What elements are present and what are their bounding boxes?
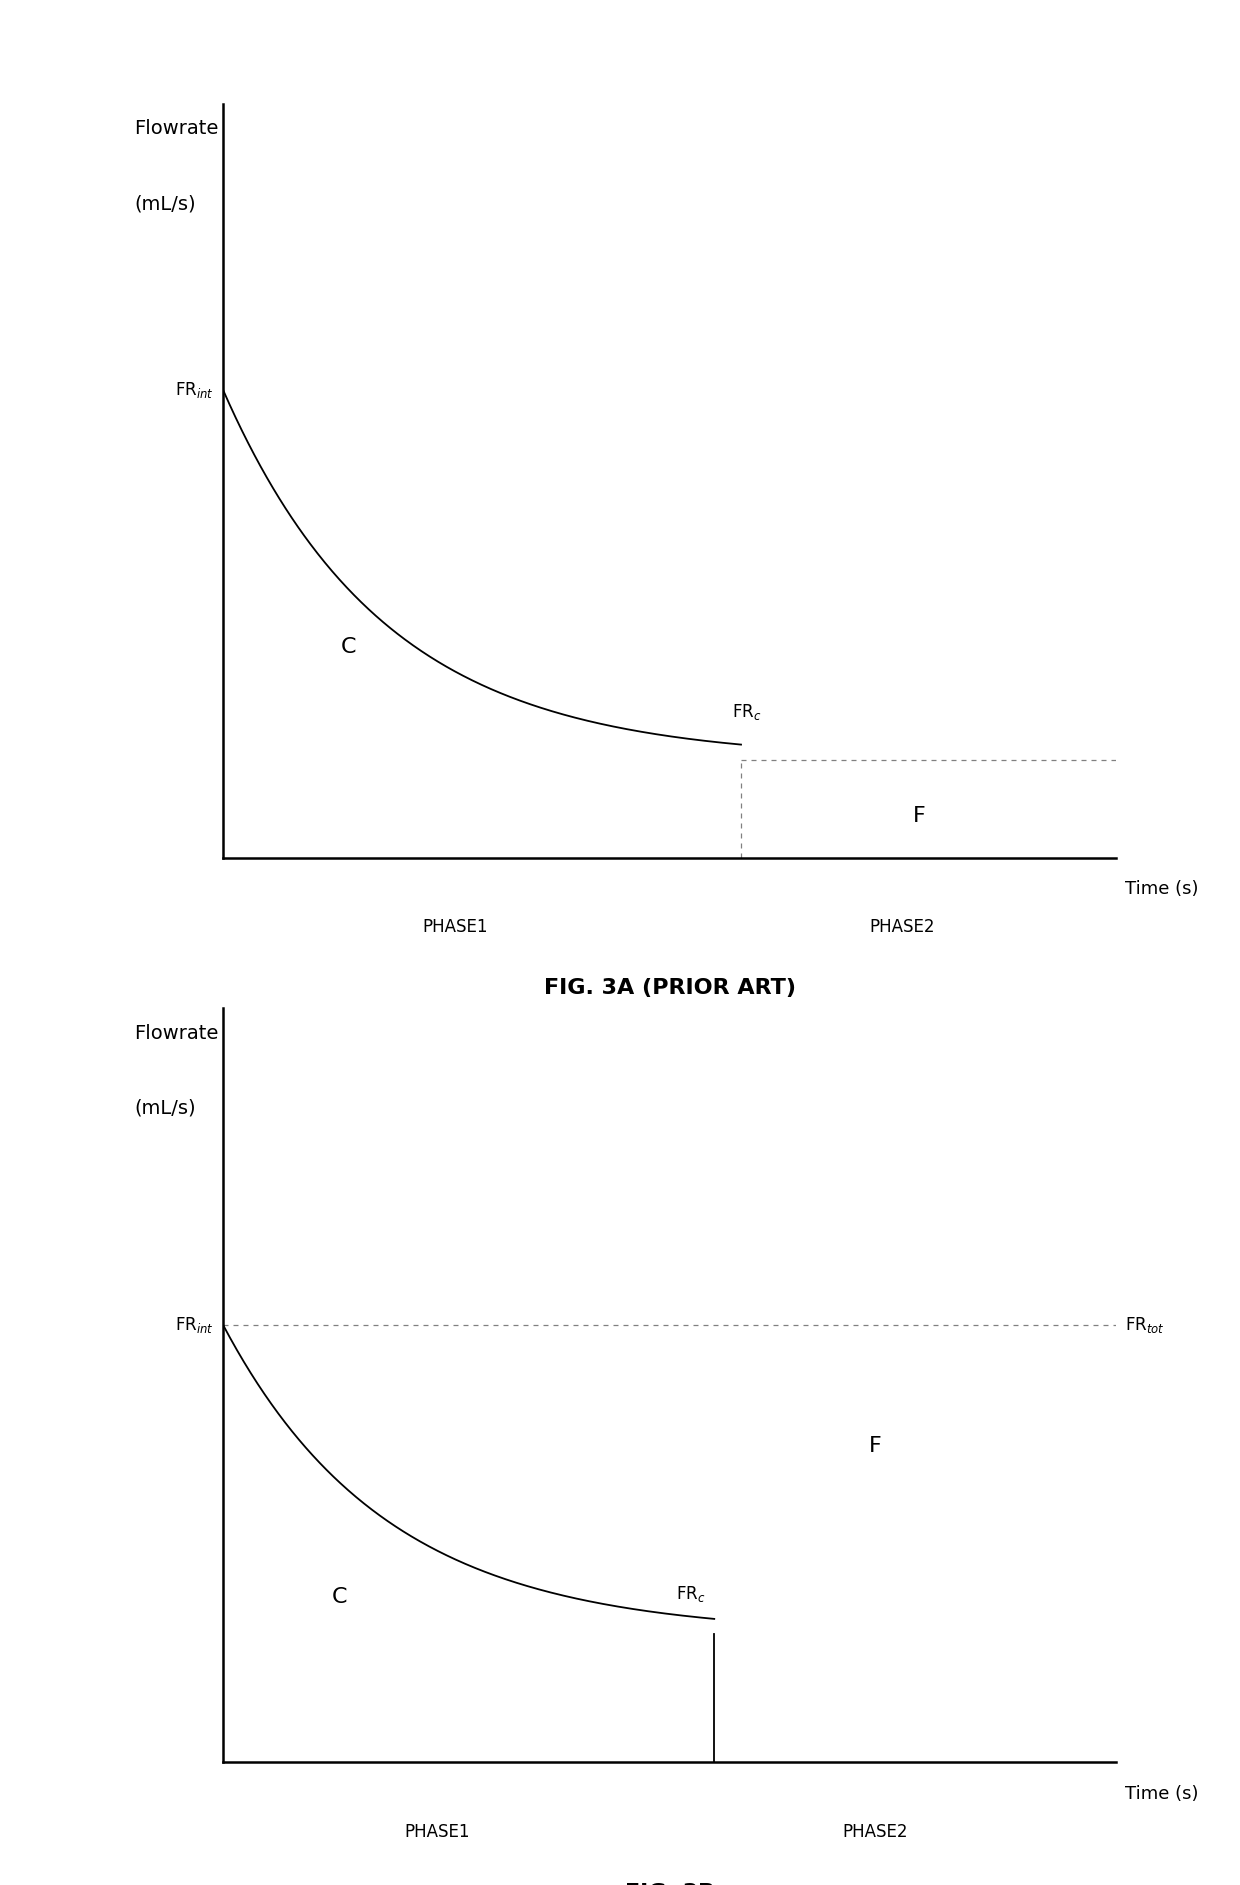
Text: C: C	[331, 1587, 347, 1606]
Text: Time (s): Time (s)	[1125, 880, 1198, 899]
Text: FR$_{int}$: FR$_{int}$	[175, 1316, 215, 1335]
Text: Time (s): Time (s)	[1125, 1785, 1198, 1804]
Text: FR$_c$: FR$_c$	[732, 701, 761, 722]
Text: Flowrate: Flowrate	[134, 1024, 218, 1042]
Text: (mL/s): (mL/s)	[134, 1099, 196, 1118]
Text: FR$_c$: FR$_c$	[676, 1583, 706, 1604]
Text: FIG. 3A (PRIOR ART): FIG. 3A (PRIOR ART)	[543, 978, 796, 999]
Text: FIG. 3B: FIG. 3B	[625, 1883, 714, 1885]
Text: FR$_{tot}$: FR$_{tot}$	[1125, 1316, 1164, 1335]
Text: F: F	[913, 807, 926, 826]
Text: Flowrate: Flowrate	[134, 119, 218, 138]
Text: PHASE1: PHASE1	[404, 1823, 470, 1842]
Text: FR$_{int}$: FR$_{int}$	[175, 381, 215, 400]
Text: PHASE2: PHASE2	[869, 918, 935, 937]
Text: PHASE1: PHASE1	[423, 918, 489, 937]
Text: C: C	[341, 637, 356, 656]
Text: PHASE2: PHASE2	[842, 1823, 908, 1842]
Text: (mL/s): (mL/s)	[134, 194, 196, 213]
Text: F: F	[868, 1436, 882, 1455]
